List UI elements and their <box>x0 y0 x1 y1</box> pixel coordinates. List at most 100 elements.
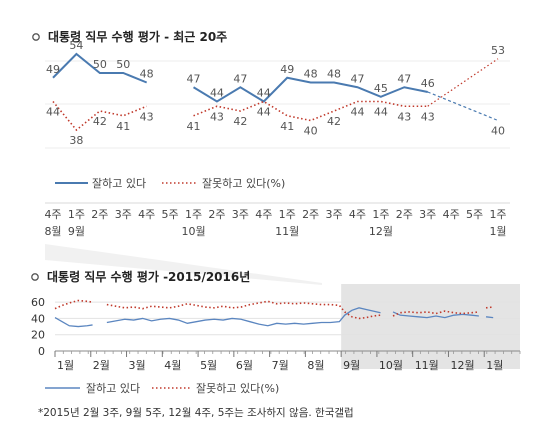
top-x-tick-week: 4주 <box>138 208 155 221</box>
bottom-chart-title: 대통령 직무 수행 평가 -2015/2016년 <box>47 269 250 284</box>
legend-disapprove-label: 잘못하고 있다(%) <box>202 176 285 190</box>
bottom-month-label: 11월 <box>415 359 439 372</box>
bottom-series-line-approve <box>392 311 479 319</box>
top-series-lines <box>52 52 499 132</box>
bottom-gridlines <box>55 301 520 336</box>
bottom-month-label: 6월 <box>236 359 253 372</box>
top-x-tick-month: 1월 <box>489 225 506 238</box>
top-series-line-approve <box>52 52 148 84</box>
bottom-y-tick: 20 <box>31 329 45 342</box>
top-x-tick-week: 4주 <box>255 208 272 221</box>
bottom-y-tick: 40 <box>31 312 45 325</box>
ring-bullet-icon <box>32 33 40 41</box>
top-label-approve: 47 <box>350 72 364 85</box>
top-label-disapprove: 44 <box>350 106 364 119</box>
top-label-disapprove: 44 <box>374 106 388 119</box>
top-x-tick-week: 1주 <box>372 208 389 221</box>
top-series-line-disapprove <box>52 100 147 132</box>
top-x-tick-week: 5주 <box>162 208 179 221</box>
top-series-line-approve <box>193 76 428 103</box>
bottom-y-tick: 0 <box>38 345 45 358</box>
bottom-month-label: 3월 <box>129 359 146 372</box>
bottom-month-label: 9월 <box>343 359 360 372</box>
top-label-disapprove: 42 <box>93 115 107 128</box>
top-label-approve: 40 <box>491 125 505 138</box>
bottom-x-axis <box>54 350 521 354</box>
ring-bullet-icon <box>31 273 39 281</box>
top-x-tick-month: 10월 <box>181 225 205 238</box>
top-chart-title: 대통령 직무 수행 평가 - 최근 20주 <box>48 29 227 44</box>
top-x-tick-month: 9월 <box>68 225 85 238</box>
bottom-month-label: 2월 <box>93 359 110 372</box>
zoom-guide-shape <box>45 244 322 285</box>
top-x-tick-week: 1주 <box>68 208 85 221</box>
bottom-month-labels: 1월 2월 3월 4월 5월 6월 7월 8월 9월 10월 11월 12월 1월 <box>54 351 503 372</box>
top-series-line-disapprove <box>193 100 428 122</box>
top-gridlines <box>45 60 510 149</box>
top-label-approve: 49 <box>280 63 294 76</box>
top-label-approve: 47 <box>397 72 411 85</box>
top-x-tick-week: 2주 <box>208 208 225 221</box>
top-label-disapprove: 53 <box>491 44 505 57</box>
top-label-disapprove: 43 <box>140 110 154 123</box>
top-label-approve: 50 <box>116 58 130 71</box>
top-label-approve: 47 <box>187 72 201 85</box>
bottom-series-line-disapprove <box>106 300 381 320</box>
top-label-approve: 49 <box>46 63 60 76</box>
top-x-tick-week: 3주 <box>115 208 132 221</box>
top-label-disapprove: 43 <box>421 110 435 123</box>
bottom-series-line-approve <box>106 307 381 327</box>
bottom-month-label: 10월 <box>379 359 403 372</box>
top-x-tick-week: 3주 <box>232 208 249 221</box>
top-x-tick-week: 1주 <box>279 208 296 221</box>
top-label-approve: 47 <box>233 72 247 85</box>
bottom-month-label: 4월 <box>164 359 181 372</box>
top-label-disapprove: 41 <box>116 120 130 133</box>
top-x-tick-week: 1주 <box>185 208 202 221</box>
top-label-approve: 54 <box>69 39 83 52</box>
top-x-tick-week: 4주 <box>443 208 460 221</box>
bottom-series-line-disapprove <box>54 299 93 310</box>
bottom-month-label: 5월 <box>200 359 217 372</box>
bottom-title-group: 대통령 직무 수행 평가 -2015/2016년 <box>31 269 250 284</box>
top-label-approve: 44 <box>257 87 271 100</box>
bottom-month-label: 7월 <box>272 359 289 372</box>
bottom-month-label: 8월 <box>307 359 324 372</box>
top-label-disapprove: 38 <box>69 134 83 147</box>
top-x-tick-week: 4주 <box>349 208 366 221</box>
top-label-disapprove: 42 <box>233 115 247 128</box>
bottom-legend: 잘하고 있다 잘못하고 있다(%) <box>45 381 279 395</box>
bottom-month-label: 1월 <box>57 359 74 372</box>
bottom-series-line-disapprove <box>485 306 494 309</box>
top-x-tick-month: 12월 <box>369 225 393 238</box>
top-label-disapprove: 44 <box>46 106 60 119</box>
top-label-approve: 46 <box>421 77 435 90</box>
legend-approve-label: 잘하고 있다 <box>92 176 146 190</box>
bottom-month-label: 12월 <box>450 359 474 372</box>
bottom-month-label: 1월 <box>486 359 503 372</box>
top-label-approve: 48 <box>140 68 154 81</box>
top-legend: 잘하고 있다 잘못하고 있다(%) <box>55 176 285 190</box>
legend2-approve-label: 잘하고 있다 <box>86 381 140 395</box>
top-label-disapprove: 40 <box>304 125 318 138</box>
top-label-approve: 44 <box>210 87 224 100</box>
top-x-tick-week: 2주 <box>91 208 108 221</box>
footnote: *2015년 2월 3주, 9월 5주, 12월 4주, 5주는 조사하지 않음… <box>38 406 354 419</box>
top-x-tick-week: 3주 <box>419 208 436 221</box>
top-label-disapprove: 44 <box>257 106 271 119</box>
top-label-approve: 48 <box>327 68 341 81</box>
top-x-tick-week: 3주 <box>325 208 342 221</box>
top-x-tick-week: 5주 <box>466 208 483 221</box>
bottom-series-line-approve <box>485 316 494 319</box>
bottom-series-lines <box>54 299 494 328</box>
top-x-tick-month: 11월 <box>275 225 299 238</box>
top-x-tick-month: 8월 <box>44 225 61 238</box>
top-label-approve: 50 <box>93 58 107 71</box>
top-label-disapprove: 43 <box>210 110 224 123</box>
bottom-y-tick: 60 <box>31 296 45 309</box>
top-series-projection-approve <box>427 91 499 122</box>
bottom-highlight-region <box>341 284 520 369</box>
